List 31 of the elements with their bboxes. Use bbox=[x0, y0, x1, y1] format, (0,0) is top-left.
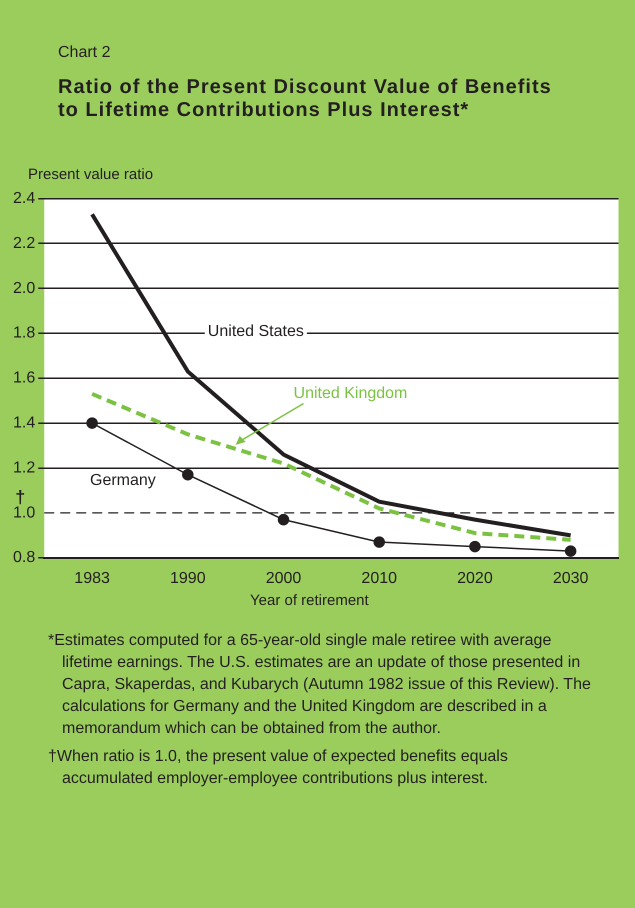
point bbox=[182, 468, 194, 480]
text: †When ratio is 1.0, the present value of expected benefits equals accumulated employer-employee contributions plus interest. bbox=[48, 747, 509, 789]
chart-subtitle: Chart 2 bbox=[58, 44, 110, 62]
x-axis-title: Year of retirement bbox=[250, 592, 369, 609]
text: United States bbox=[208, 322, 304, 340]
x-tick-label: 1983 bbox=[74, 570, 110, 587]
y-tick-label: 1.6 bbox=[12, 370, 36, 387]
y-tick-label: 1.0 bbox=[12, 504, 36, 522]
y-tick-label: 2.4 bbox=[12, 190, 36, 208]
x-tick-label: 2030 bbox=[552, 570, 589, 587]
chart-title: Ratio of the Present Discount Value of Benefits to Lifetime Contributions Plus Interest* bbox=[58, 76, 553, 122]
y-tick-label: 1.2 bbox=[12, 459, 36, 476]
text: United Kingdom bbox=[294, 384, 408, 402]
point bbox=[469, 540, 481, 552]
y-tick-label: 0.8 bbox=[12, 549, 36, 566]
y-tick-label: 1.4 bbox=[12, 414, 36, 432]
y-tick-label: 2.0 bbox=[12, 280, 36, 297]
point bbox=[564, 545, 576, 557]
point bbox=[373, 536, 385, 548]
x-tick-label: 1990 bbox=[170, 570, 206, 587]
x-tick-label: 2000 bbox=[266, 570, 302, 587]
y-tick-label: 2.2 bbox=[12, 234, 36, 252]
series-label: Germany bbox=[90, 472, 156, 490]
y-axis-title: Present value ratio bbox=[28, 166, 154, 183]
point bbox=[86, 417, 98, 429]
point bbox=[278, 514, 290, 526]
x-tick-label: 2010 bbox=[361, 570, 398, 587]
x-tick-label: 2020 bbox=[457, 570, 493, 587]
text: *Estimates computed for a 65-year-old single male retiree with average lifetime earnings. The U.S. estimates are an update of those presented in Capra, Skaperdas, and Kubarych (Autumn 1982 issue of this Review). The calculations for Germany and the United Kingdom are described in a memorandum which can be obtained from the author. bbox=[48, 631, 592, 739]
ref-line-label: † bbox=[15, 486, 26, 507]
y-tick-label: 1.8 bbox=[12, 324, 36, 342]
